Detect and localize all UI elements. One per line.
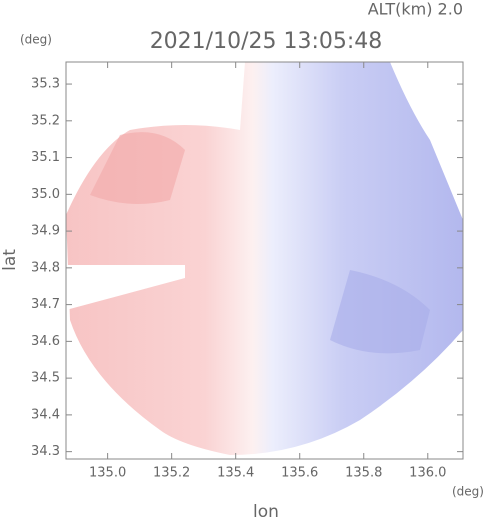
y-tick-label: 35.2 (31, 113, 60, 128)
y-tick-label: 35.0 (31, 187, 60, 202)
y-tick-label: 34.4 (31, 407, 60, 422)
y-tick-label: 35.3 (31, 77, 60, 92)
y-tick-label: 34.8 (31, 260, 60, 275)
x-tick-label: 135.8 (345, 466, 382, 481)
y-tick-label: 34.5 (31, 371, 60, 386)
y-unit: (deg) (20, 33, 52, 47)
y-axis-label: lat (0, 249, 20, 271)
x-unit: (deg) (452, 485, 484, 499)
y-tick-label: 34.6 (31, 334, 60, 349)
x-tick-label: 135.2 (153, 466, 190, 481)
x-tick-label: 135.6 (281, 466, 318, 481)
x-tick-label: 136.0 (409, 466, 446, 481)
x-tick-label: 135.4 (217, 466, 254, 481)
plot-frame (65, 61, 464, 460)
x-tick-label: 135.0 (89, 466, 126, 481)
y-tick-label: 34.7 (31, 297, 60, 312)
chart-title: 2021/10/25 13:05:48 (150, 29, 383, 54)
radar-field (66, 62, 463, 455)
y-tick-label: 35.1 (31, 150, 60, 165)
x-axis-label: lon (253, 502, 279, 521)
altitude-label: ALT(km) 2.0 (368, 0, 463, 19)
y-tick-label: 34.9 (31, 224, 60, 239)
y-tick-label: 34.3 (31, 444, 60, 459)
